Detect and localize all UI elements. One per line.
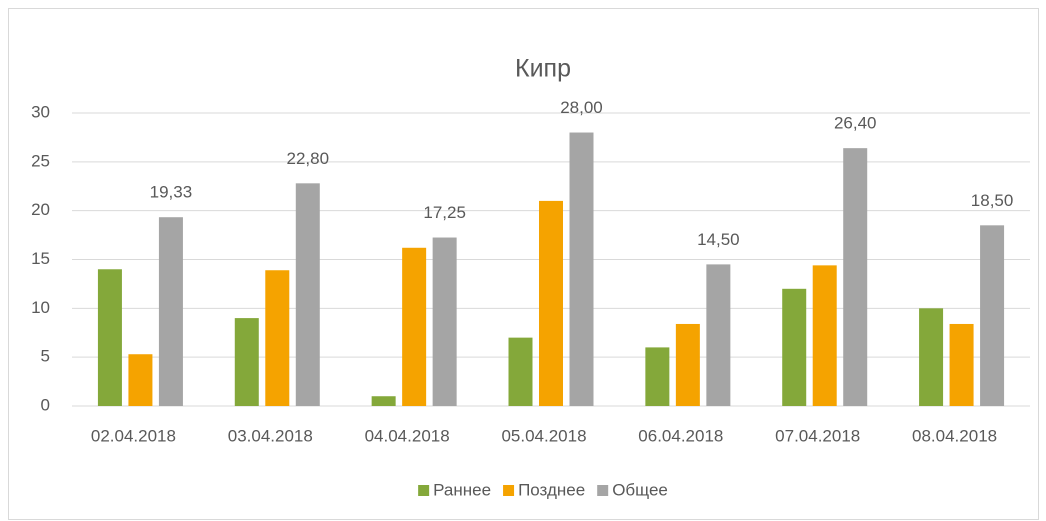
bar bbox=[97, 269, 122, 406]
data-label: 28,00 bbox=[560, 98, 603, 117]
data-label: 18,50 bbox=[971, 191, 1014, 210]
bar bbox=[371, 396, 396, 406]
x-tick-label: 03.04.2018 bbox=[228, 426, 313, 445]
bar bbox=[508, 337, 533, 406]
legend-swatch bbox=[418, 485, 430, 496]
legend-swatch bbox=[503, 485, 515, 496]
bar bbox=[128, 354, 153, 406]
data-label: 19,33 bbox=[150, 183, 193, 202]
y-tick-label: 5 bbox=[41, 347, 50, 366]
bar bbox=[675, 323, 700, 406]
y-tick-label: 10 bbox=[31, 298, 50, 317]
x-tick-label: 04.04.2018 bbox=[365, 426, 450, 445]
legend-label: Позднее bbox=[518, 480, 585, 499]
bar bbox=[782, 288, 807, 406]
bar bbox=[539, 200, 563, 406]
bar bbox=[432, 237, 457, 406]
bar bbox=[706, 264, 731, 406]
bar bbox=[158, 217, 183, 406]
legend-swatch bbox=[597, 485, 609, 496]
y-tick-label: 25 bbox=[31, 151, 50, 170]
legend-label: Раннее bbox=[433, 480, 491, 499]
x-tick-label: 07.04.2018 bbox=[775, 426, 860, 445]
x-tick-label: 02.04.2018 bbox=[91, 426, 176, 445]
bar bbox=[295, 183, 320, 406]
data-label: 22,80 bbox=[287, 149, 330, 168]
y-tick-label: 0 bbox=[41, 395, 50, 414]
bar bbox=[265, 270, 290, 406]
y-tick-label: 20 bbox=[31, 200, 50, 219]
bar bbox=[812, 265, 837, 406]
chart-title: Кипр bbox=[515, 55, 571, 83]
legend-label: Общее bbox=[612, 480, 668, 499]
bar bbox=[234, 318, 259, 406]
bar bbox=[843, 148, 868, 406]
bar bbox=[980, 225, 1005, 406]
x-tick-label: 06.04.2018 bbox=[638, 426, 723, 445]
bar bbox=[949, 323, 974, 406]
y-tick-label: 30 bbox=[31, 102, 50, 121]
bar bbox=[569, 132, 594, 407]
data-label: 26,40 bbox=[834, 114, 877, 133]
y-tick-label: 15 bbox=[31, 249, 50, 268]
bar bbox=[919, 308, 944, 406]
bar bbox=[645, 347, 670, 406]
bar bbox=[402, 247, 427, 406]
data-label: 14,50 bbox=[697, 230, 740, 249]
x-tick-label: 08.04.2018 bbox=[912, 426, 997, 445]
data-label: 17,25 bbox=[423, 203, 466, 222]
x-tick-label: 05.04.2018 bbox=[501, 426, 586, 445]
